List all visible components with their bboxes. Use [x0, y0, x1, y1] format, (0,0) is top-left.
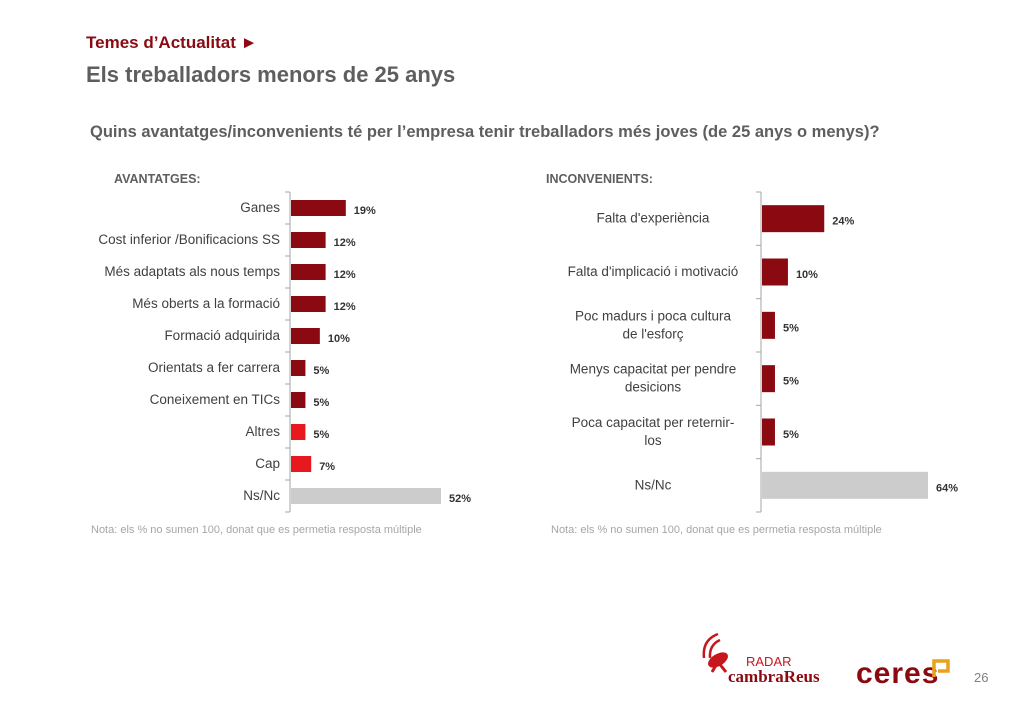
category-label: Menys capacitat per pendre [570, 362, 737, 377]
category-label: Poca capacitat per reternir- [572, 415, 735, 430]
data-label: 5% [313, 397, 329, 409]
data-label: 5% [313, 429, 329, 441]
radar-logo-top: RADAR [746, 654, 792, 669]
bar [291, 392, 306, 408]
category-label: Més oberts a la formació [132, 296, 280, 311]
category-label: Falta d'implicació i motivació [568, 264, 739, 279]
bar [291, 264, 326, 280]
bar [291, 232, 326, 248]
data-label: 52% [449, 493, 471, 505]
data-label: 5% [783, 429, 799, 441]
category-label: Orientats a fer carrera [148, 360, 281, 375]
category-label: Cost inferior /Bonificacions SS [98, 232, 280, 247]
disadvantages-note: Nota: els % no sumen 100, donat que es p… [551, 524, 882, 536]
bar [762, 258, 788, 286]
category-label: Coneixement en TICs [150, 392, 281, 407]
category-label: Ns/Nc [635, 477, 672, 492]
data-label: 7% [319, 461, 335, 473]
page-title: Els treballadors menors de 25 anys [86, 62, 456, 87]
section-title: Temes d’Actualitat ► [86, 33, 258, 52]
category-label: Cap [255, 456, 280, 471]
ceres-logo-text: ceres [856, 657, 940, 690]
data-label: 5% [783, 376, 799, 388]
bar [291, 360, 306, 376]
radar-antenna-icon [702, 632, 728, 673]
survey-question: Quins avantatges/inconvenients té per l’… [90, 123, 880, 141]
data-label: 64% [936, 482, 958, 494]
data-label: 12% [334, 269, 356, 281]
bar [762, 471, 928, 499]
data-label: 5% [783, 322, 799, 334]
bar [291, 328, 320, 344]
bar [291, 456, 312, 472]
bar [762, 365, 775, 393]
category-label: de l'esforç [622, 326, 683, 341]
category-label: Ns/Nc [243, 488, 280, 503]
category-label: Ganes [240, 200, 280, 215]
bar [762, 311, 775, 339]
bar [291, 200, 346, 216]
cambrareus-logo-text: cambraReus [728, 667, 820, 686]
bar [291, 488, 441, 504]
disadvantages-chart-title: INCONVENIENTS: [546, 172, 653, 186]
page-number: 26 [974, 670, 989, 685]
data-label: 10% [328, 333, 350, 345]
advantages-note: Nota: els % no sumen 100, donat que es p… [91, 524, 422, 536]
category-label: los [644, 433, 662, 448]
bar [762, 418, 775, 446]
bar [291, 296, 326, 312]
category-label: Poc madurs i poca cultura [575, 308, 732, 323]
bar [291, 424, 306, 440]
advantages-chart-title: AVANTATGES: [114, 172, 201, 186]
bar [762, 205, 825, 233]
data-label: 10% [796, 269, 818, 281]
data-label: 12% [334, 237, 356, 249]
disadvantages-bar-chart: 24% Falta d'experiència 10% Falta d'implica… [568, 191, 958, 513]
ceres-logo-icon [932, 659, 950, 677]
category-label: Altres [245, 424, 280, 439]
data-label: 19% [354, 205, 376, 217]
data-label: 12% [334, 301, 356, 313]
category-label: Falta d'experiència [597, 211, 710, 226]
category-label: Més adaptats als nous temps [104, 264, 280, 279]
advantages-bar-chart: 19% Ganes 12% Cost inferior /Bonificacions … [98, 191, 471, 513]
data-label: 5% [313, 365, 329, 377]
category-label: Formació adquirida [164, 328, 280, 343]
category-label: desicions [625, 380, 682, 395]
data-label: 24% [832, 216, 854, 228]
